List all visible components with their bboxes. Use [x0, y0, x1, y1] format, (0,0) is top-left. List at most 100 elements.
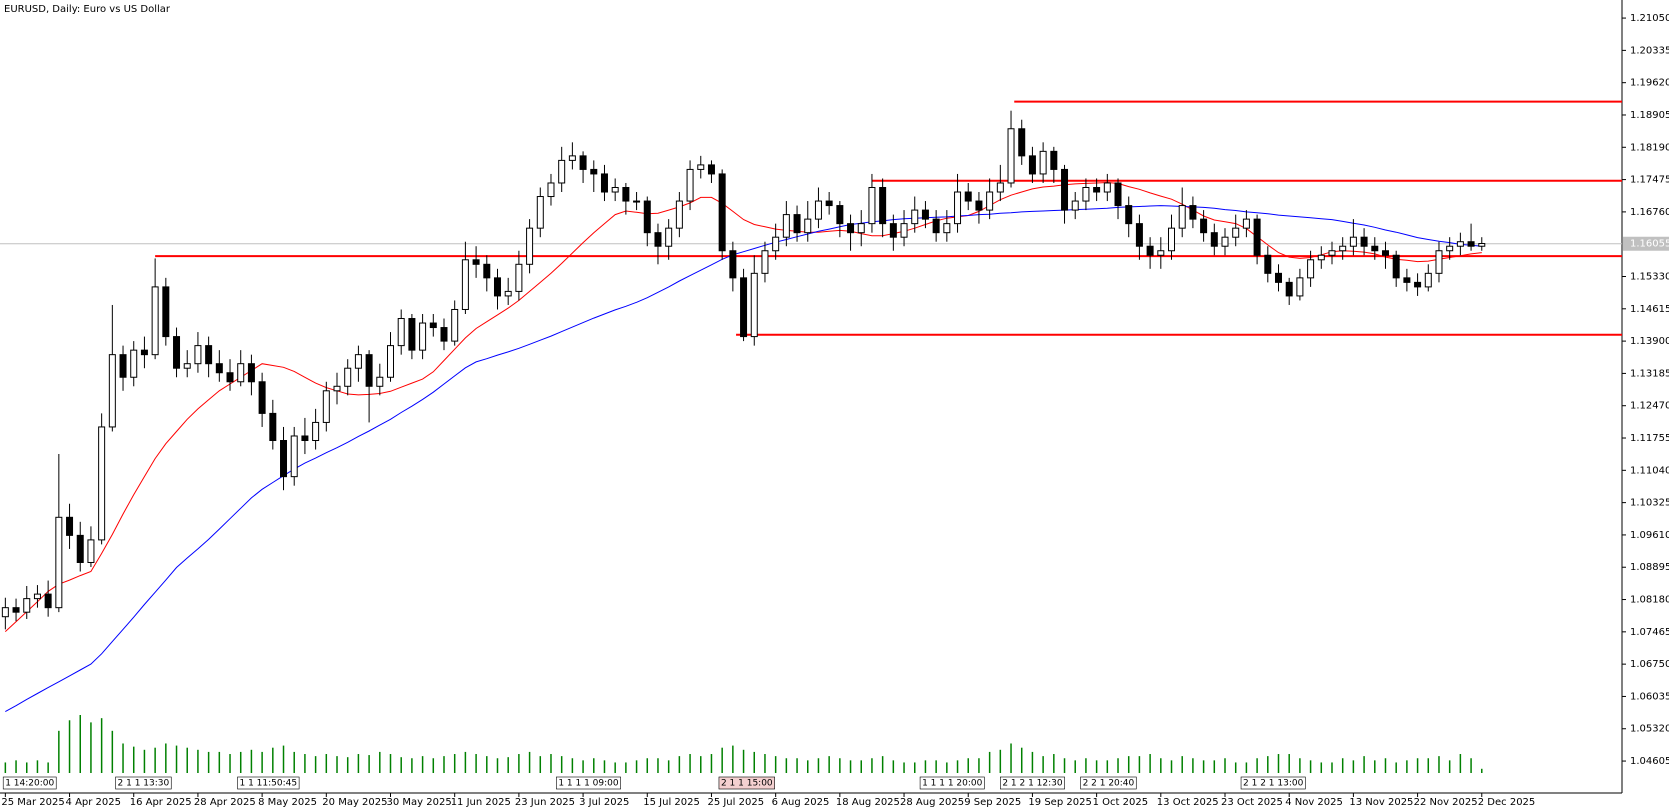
y-tick-label: 1.18190: [1630, 142, 1669, 153]
y-tick-label: 1.11040: [1630, 465, 1669, 476]
candle-body: [1242, 218, 1250, 229]
candle-body: [44, 593, 52, 609]
annotation-box: [2, 776, 57, 790]
candle-body: [686, 168, 694, 202]
candle-body: [986, 191, 994, 211]
candle-body: [1307, 259, 1315, 279]
candle-body: [750, 272, 758, 338]
annotation-box: [556, 776, 621, 790]
annotation-box: [237, 776, 300, 790]
y-tick-label: 1.14615: [1630, 304, 1669, 315]
candle-body: [76, 534, 84, 563]
annotation-box: [1080, 776, 1137, 790]
y-tick-label: 1.09610: [1630, 530, 1669, 541]
y-tick-label: 1.04605: [1630, 756, 1669, 767]
candle-body: [483, 263, 491, 279]
candle-body: [1467, 241, 1475, 247]
candle-body: [23, 598, 31, 613]
x-tick-label: 25 Jul 2025: [707, 797, 764, 808]
candle-body: [119, 354, 127, 378]
candle-body: [461, 259, 469, 310]
candle-body: [333, 385, 341, 392]
candle-body: [558, 159, 566, 184]
candle-body: [1328, 250, 1336, 256]
candle-body: [665, 227, 673, 247]
candle-body: [996, 182, 1004, 193]
candle-body: [387, 345, 395, 378]
y-tick-label: 1.17475: [1630, 175, 1669, 186]
candle-body: [579, 155, 587, 170]
candle-body: [1285, 281, 1293, 297]
candle-body: [1253, 218, 1261, 256]
candle-body: [301, 435, 309, 442]
annotation-box: [1000, 776, 1065, 790]
candle-body: [1168, 227, 1176, 252]
candle-body: [1403, 277, 1411, 283]
x-tick-label: 23 Jun 2025: [515, 797, 575, 808]
candle-body: [504, 290, 512, 297]
candle-body: [183, 363, 191, 369]
x-tick-label: 13 Nov 2025: [1349, 797, 1413, 808]
candle-body: [1093, 186, 1101, 193]
candle-body: [1146, 245, 1154, 256]
x-tick-label: 20 May 2025: [322, 797, 387, 808]
candle-body: [258, 381, 266, 414]
x-tick-label: 28 Aug 2025: [900, 797, 964, 808]
candle-body: [1264, 254, 1272, 274]
candle-body: [173, 336, 181, 369]
y-tick-label: 1.10325: [1630, 498, 1669, 509]
y-tick-label: 1.06035: [1630, 691, 1669, 702]
candle-body: [1018, 128, 1026, 157]
candle-body: [1296, 277, 1304, 297]
candle-body: [1200, 218, 1208, 234]
candle-body: [1007, 128, 1015, 184]
x-tick-label: 25 Mar 2025: [1, 797, 64, 808]
candle-body: [889, 223, 897, 238]
candle-body: [408, 318, 416, 351]
annotation: 2 1 1 15:00: [721, 779, 773, 789]
candle-body: [943, 223, 951, 234]
y-tick-label: 1.08895: [1630, 562, 1669, 573]
candle-body: [215, 363, 223, 374]
annotation: 1 1 1 1 20:00: [922, 779, 983, 789]
candle-body: [280, 440, 288, 478]
candle-body: [226, 372, 234, 383]
candle-body: [868, 186, 876, 225]
y-tick-label: 1.16760: [1630, 207, 1669, 218]
x-tick-label: 18 Aug 2025: [836, 797, 900, 808]
candle-body: [1232, 227, 1240, 238]
y-tick-label: 1.20335: [1630, 45, 1669, 56]
candle-body: [793, 214, 801, 234]
candle-body: [440, 327, 448, 342]
candle-body: [590, 168, 598, 175]
candle-body: [1478, 243, 1486, 247]
annotation-box: [718, 776, 775, 790]
candle-body: [825, 200, 833, 207]
candle-body: [98, 426, 106, 541]
y-tick-label: 1.13185: [1630, 368, 1669, 379]
x-tick-label: 13 Oct 2025: [1157, 797, 1219, 808]
candle-body: [1178, 205, 1186, 229]
candle-body: [611, 186, 619, 193]
candle-body: [707, 164, 715, 175]
x-tick-label: 15 Jul 2025: [643, 797, 700, 808]
candle-body: [344, 367, 352, 387]
candle-body: [151, 286, 159, 356]
candle-body: [900, 223, 908, 238]
candle-body: [1317, 254, 1325, 261]
x-tick-label: 4 Nov 2025: [1285, 797, 1343, 808]
candle-body: [237, 363, 245, 383]
x-tick-label: 30 May 2025: [387, 797, 452, 808]
candle-body: [1392, 254, 1400, 279]
x-tick-label: 16 Apr 2025: [130, 797, 192, 808]
candle-body: [836, 205, 844, 225]
y-tick-label: 1.06750: [1630, 659, 1669, 670]
candle-body: [740, 277, 748, 338]
x-tick-label: 28 Apr 2025: [194, 797, 256, 808]
candle-body: [312, 421, 320, 442]
y-tick-label: 1.18905: [1630, 110, 1669, 121]
x-tick-label: 11 Jun 2025: [451, 797, 511, 808]
